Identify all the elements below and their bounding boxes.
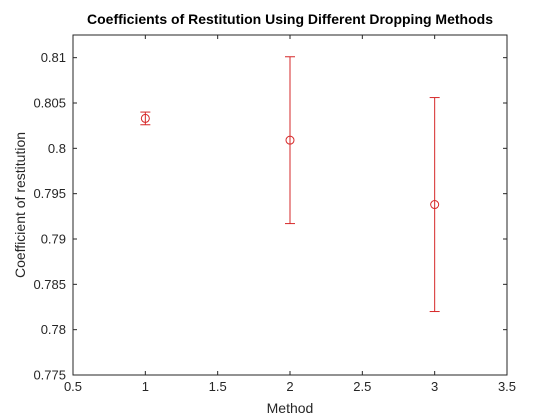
y-axis-ticks: 0.775 0.78 0.785 0.79 0.795 0.8 0.805 0.81 <box>33 50 507 383</box>
x-tick-label: 3 <box>431 379 438 394</box>
y-tick-label: 0.81 <box>41 50 66 65</box>
data-point-marker <box>140 113 150 123</box>
data-point-group <box>140 111 151 126</box>
x-tick-label: 2.5 <box>353 379 371 394</box>
x-tick-label: 1.5 <box>209 379 227 394</box>
data-point-group <box>285 56 295 225</box>
data-point-group <box>429 97 440 313</box>
y-tick-label: 0.775 <box>33 368 66 383</box>
x-tick-label: 0.5 <box>64 379 82 394</box>
x-axis-label: Method <box>267 400 314 416</box>
data-point-marker <box>285 135 295 145</box>
y-tick-label: 0.805 <box>33 96 66 111</box>
y-tick-label: 0.795 <box>33 186 66 201</box>
y-tick-label: 0.79 <box>41 232 66 247</box>
data-series <box>140 56 440 313</box>
x-tick-label: 2 <box>286 379 293 394</box>
y-tick-label: 0.785 <box>33 277 66 292</box>
x-tick-label: 1 <box>142 379 149 394</box>
chart-title: Coefficients of Restitution Using Differ… <box>87 11 493 27</box>
x-axis-ticks: 0.5 1 1.5 2 2.5 3 3.5 <box>64 35 516 394</box>
y-tick-label: 0.78 <box>41 322 66 337</box>
y-tick-label: 0.8 <box>48 141 66 156</box>
data-point-marker <box>430 200 440 210</box>
y-axis-label: Coefficient of restitution <box>12 132 28 278</box>
x-tick-label: 3.5 <box>498 379 516 394</box>
